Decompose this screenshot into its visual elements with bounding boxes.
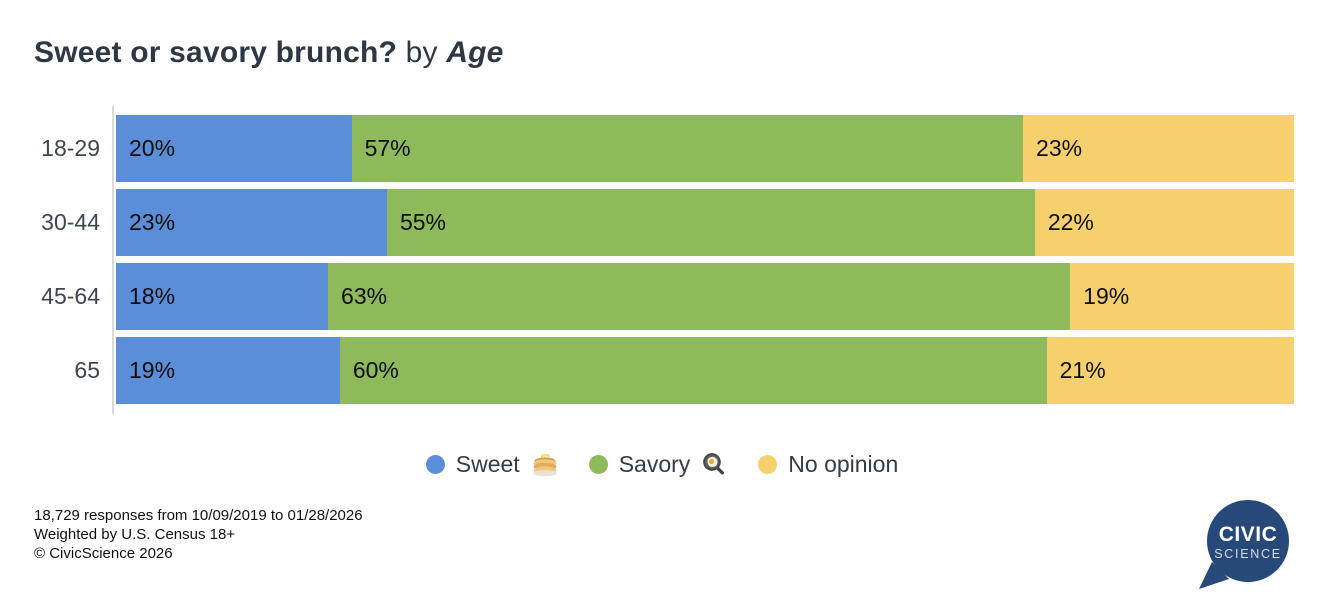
civicscience-logo[interactable]: CIVIC SCIENCE bbox=[1196, 498, 1292, 594]
chart-title: Sweet or savory brunch? by Age bbox=[34, 36, 503, 70]
legend-dot bbox=[758, 454, 778, 474]
weighting-note: Weighted by U.S. Census 18+ bbox=[34, 526, 236, 543]
bar-row-65: 65 19% 60% 21% bbox=[34, 337, 1294, 404]
bar-track: 18% 63% 19% bbox=[116, 263, 1294, 330]
segment-value: 55% bbox=[399, 209, 446, 235]
row-label: 45-64 bbox=[41, 283, 100, 309]
bar-segment-savory[interactable]: 60% bbox=[339, 337, 1047, 404]
bar-row-45-64: 45-64 18% 63% 19% bbox=[34, 263, 1294, 330]
segment-value: 18% bbox=[129, 283, 176, 309]
segment-value: 19% bbox=[129, 357, 176, 383]
bar-row-18-29: 18-29 20% 57% 23% bbox=[34, 115, 1294, 182]
legend-dot bbox=[425, 454, 445, 474]
chart-title-connector: by bbox=[397, 36, 447, 69]
legend: Sweet Savory No opinion bbox=[0, 450, 1324, 478]
copyright-note: © CivicScience 2026 bbox=[34, 545, 173, 562]
bar-track: 20% 57% 23% bbox=[116, 115, 1294, 182]
logo-text-science: SCIENCE bbox=[1214, 547, 1281, 561]
segment-value: 21% bbox=[1059, 357, 1106, 383]
segment-value: 22% bbox=[1047, 209, 1094, 235]
bar-segment-sweet[interactable]: 20% bbox=[116, 115, 352, 182]
y-axis-line bbox=[112, 106, 114, 414]
bar-segment-savory[interactable]: 57% bbox=[351, 115, 1024, 182]
segment-value: 63% bbox=[341, 283, 388, 309]
frying-pan-icon bbox=[701, 451, 728, 478]
logo-text-civic: CIVIC bbox=[1219, 523, 1278, 546]
bar-segment-no-opinion[interactable]: 19% bbox=[1070, 263, 1294, 330]
chart-title-breakout: Age bbox=[446, 36, 504, 69]
bar-track: 19% 60% 21% bbox=[116, 337, 1294, 404]
speech-bubble-icon: CIVIC SCIENCE bbox=[1199, 500, 1289, 589]
responses-note: 18,729 responses from 10/09/2019 to 01/2… bbox=[34, 507, 363, 524]
footer-notes: 18,729 responses from 10/09/2019 to 01/2… bbox=[34, 506, 363, 563]
bar-segment-sweet[interactable]: 18% bbox=[116, 263, 329, 330]
bar-segment-sweet[interactable]: 19% bbox=[116, 337, 340, 404]
legend-item-no-opinion[interactable]: No opinion bbox=[758, 451, 898, 478]
legend-label: Sweet bbox=[455, 450, 520, 477]
row-label: 65 bbox=[74, 357, 100, 383]
legend-item-sweet[interactable]: Sweet bbox=[425, 450, 559, 478]
bar-chart: 18-29 20% 57% 23% 30-44 23% 55% 22% 45-64 18% 63% 1… bbox=[34, 115, 1294, 404]
segment-value: 60% bbox=[352, 357, 399, 383]
row-label: 18-29 bbox=[41, 135, 100, 161]
legend-item-savory[interactable]: Savory bbox=[588, 450, 729, 478]
bar-row-30-44: 30-44 23% 55% 22% bbox=[34, 189, 1294, 256]
bar-segment-savory[interactable]: 63% bbox=[328, 263, 1071, 330]
legend-dot bbox=[588, 454, 608, 474]
bar-segment-no-opinion[interactable]: 23% bbox=[1023, 115, 1294, 182]
legend-label: No opinion bbox=[788, 450, 899, 477]
segment-value: 23% bbox=[1036, 135, 1083, 161]
segment-value: 23% bbox=[129, 209, 176, 235]
chart-title-question: Sweet or savory brunch? bbox=[34, 36, 398, 69]
segment-value: 20% bbox=[129, 135, 176, 161]
row-label: 30-44 bbox=[41, 209, 100, 235]
segment-value: 19% bbox=[1083, 283, 1130, 309]
bar-segment-no-opinion[interactable]: 22% bbox=[1034, 189, 1294, 256]
bar-segment-no-opinion[interactable]: 21% bbox=[1046, 337, 1294, 404]
bar-segment-savory[interactable]: 55% bbox=[386, 189, 1035, 256]
bar-track: 23% 55% 22% bbox=[116, 189, 1294, 256]
legend-label: Savory bbox=[618, 450, 691, 477]
bar-segment-sweet[interactable]: 23% bbox=[116, 189, 387, 256]
pancakes-icon bbox=[531, 450, 559, 478]
segment-value: 57% bbox=[364, 135, 411, 161]
